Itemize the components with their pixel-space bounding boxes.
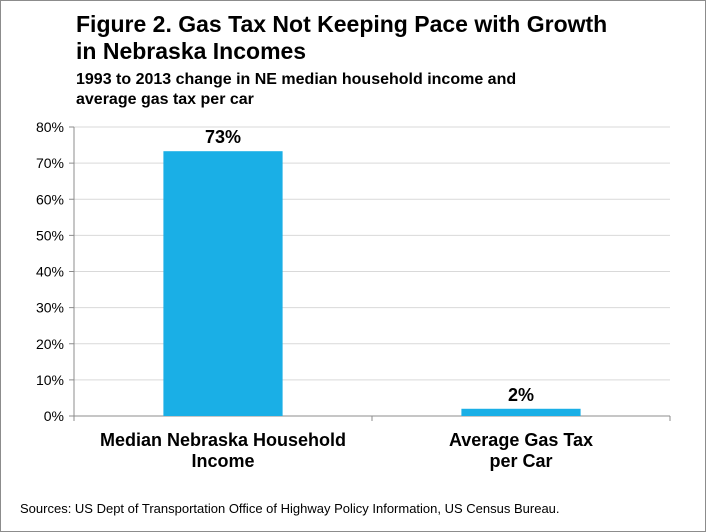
chart-subtitle-line-2: average gas tax per car	[76, 91, 254, 108]
x-category-label-line: per Car	[489, 451, 552, 471]
y-tick-label: 20%	[36, 336, 64, 352]
y-tick-label: 40%	[36, 264, 64, 280]
chart-title: Figure 2. Gas Tax Not Keeping Pace with …	[76, 11, 676, 65]
x-category-label-line: Median Nebraska Household	[100, 430, 346, 450]
x-category-label-line: Average Gas Tax	[449, 430, 593, 450]
source-note: Sources: US Dept of Transportation Offic…	[20, 501, 560, 516]
y-tick-label: 70%	[36, 155, 64, 171]
data-label: 2%	[508, 385, 534, 405]
bar	[461, 408, 581, 416]
chart-title-line-2: in Nebraska Incomes	[76, 38, 307, 64]
chart-title-line-1: Figure 2. Gas Tax Not Keeping Pace with …	[76, 11, 608, 37]
y-tick-label: 10%	[36, 372, 64, 388]
y-tick-label: 60%	[36, 191, 64, 207]
chart-subtitle: 1993 to 2013 change in NE median househo…	[76, 70, 596, 110]
bar	[163, 151, 283, 417]
chart-subtitle-line-1: 1993 to 2013 change in NE median househo…	[76, 71, 517, 88]
data-label: 73%	[205, 127, 241, 147]
x-category-label: Average Gas Tax per Car	[449, 430, 593, 471]
y-tick-label: 80%	[36, 119, 64, 135]
y-tick-label: 30%	[36, 300, 64, 316]
x-category-label: Median Nebraska Household Income	[100, 430, 346, 471]
y-tick-label: 0%	[44, 408, 64, 424]
x-category-label-line: Income	[191, 451, 254, 471]
y-tick-label: 50%	[36, 227, 64, 243]
